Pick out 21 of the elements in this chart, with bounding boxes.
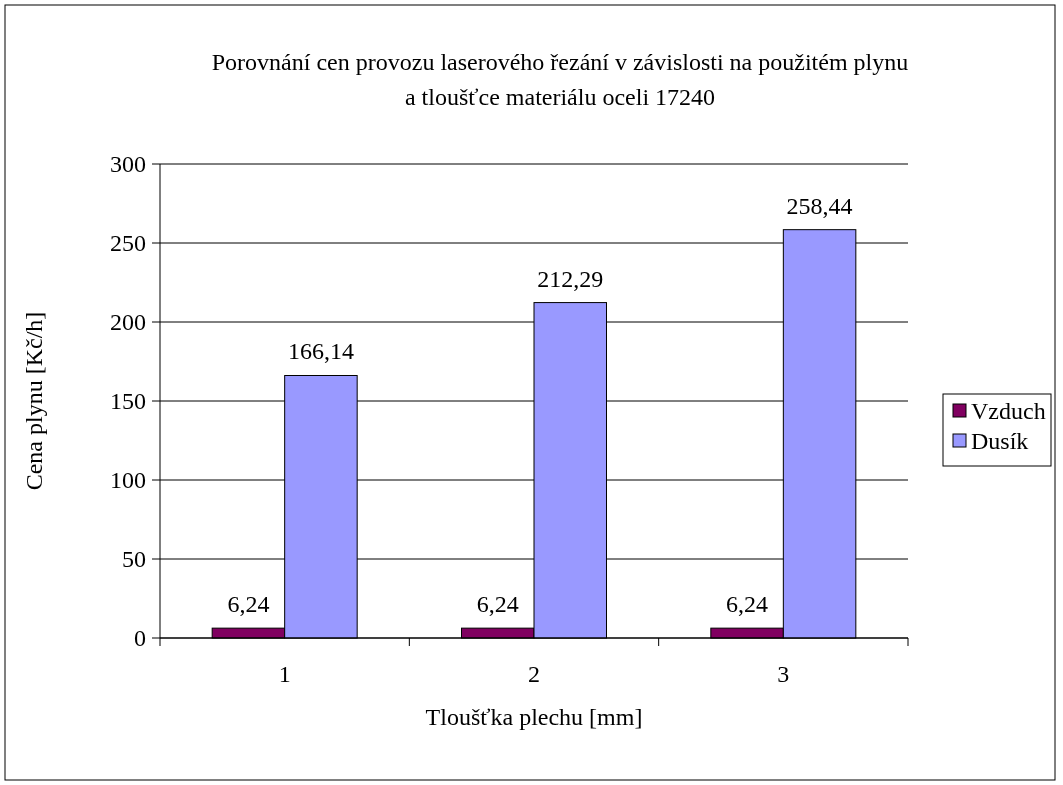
data-label: 212,29: [537, 265, 604, 292]
y-tick-label: 300: [110, 151, 146, 178]
legend-label: Vzduch: [971, 398, 1046, 425]
y-tick-label: 50: [122, 546, 146, 573]
y-axis-title: Cena plynu [Kč/h]: [21, 311, 47, 491]
y-tick-label: 0: [134, 625, 146, 652]
y-tick-label: 150: [110, 388, 146, 415]
y-tick-label: 250: [110, 230, 146, 257]
data-label: 6,24: [476, 591, 519, 618]
legend-label: Dusík: [971, 428, 1029, 455]
chart-title: Porovnání cen provozu laserového řezání v závislosti na použitém plynu a tloušťce materiálu oceli 17240: [211, 49, 909, 110]
data-label: 166,14: [287, 338, 354, 365]
y-tick-label: 200: [110, 309, 146, 336]
x-axis-title: Tloušťka plechu [mm]: [425, 704, 643, 730]
data-label: 258,44: [786, 192, 853, 219]
x-tick-label: 3: [777, 661, 790, 687]
data-label: 6,24: [227, 591, 270, 618]
data-label: 6,24: [726, 591, 769, 618]
x-tick-label: 1: [278, 661, 291, 687]
x-tick-label: 2: [528, 661, 540, 687]
y-tick-label: 100: [110, 467, 146, 494]
